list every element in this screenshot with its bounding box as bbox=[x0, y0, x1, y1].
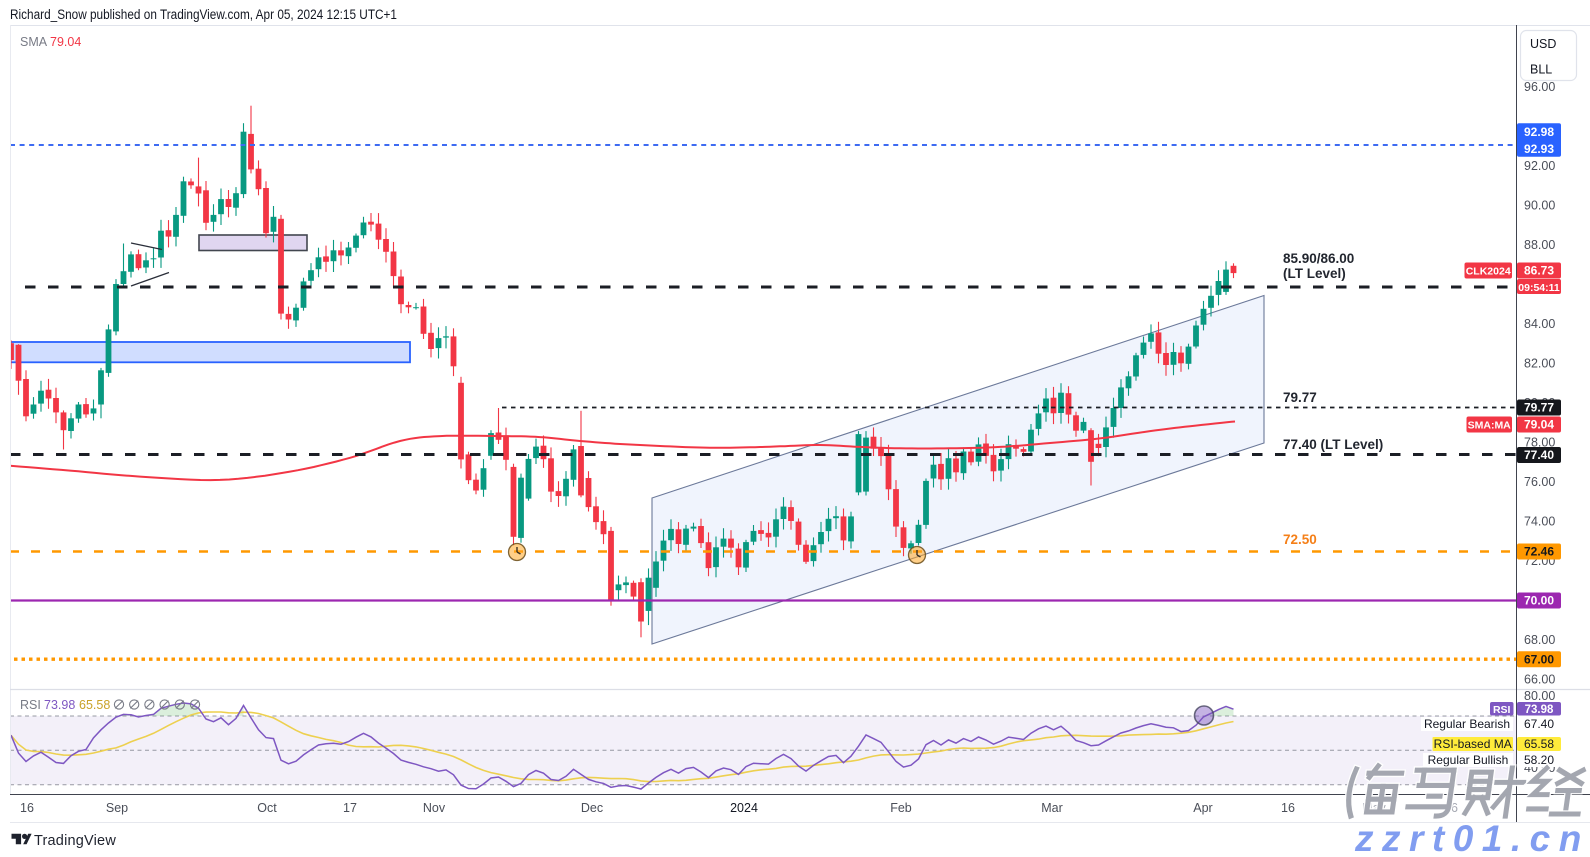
svg-text:90.00: 90.00 bbox=[1524, 198, 1555, 212]
svg-text:TradingView: TradingView bbox=[34, 833, 116, 849]
svg-text:Dec: Dec bbox=[581, 801, 603, 815]
svg-text:Regular Bearish: Regular Bearish bbox=[1424, 717, 1510, 731]
svg-text:85.90/86.00: 85.90/86.00 bbox=[1283, 251, 1354, 266]
svg-text:16: 16 bbox=[1281, 801, 1295, 815]
svg-text:79.77: 79.77 bbox=[1283, 390, 1317, 405]
svg-text:72.50: 72.50 bbox=[1283, 532, 1317, 547]
svg-text:74.00: 74.00 bbox=[1524, 514, 1555, 528]
svg-text:66.00: 66.00 bbox=[1524, 672, 1555, 686]
svg-text:92.93: 92.93 bbox=[1524, 142, 1554, 156]
svg-text:Richard_Snow published on Trad: Richard_Snow published on TradingView.co… bbox=[10, 7, 397, 22]
svg-text:17: 17 bbox=[343, 801, 357, 815]
svg-text:16: 16 bbox=[20, 801, 34, 815]
svg-text:67.00: 67.00 bbox=[1524, 652, 1554, 666]
svg-text:RSI-based MA: RSI-based MA bbox=[1434, 737, 1512, 751]
svg-text:Regular Bullish: Regular Bullish bbox=[1428, 753, 1509, 767]
svg-text:65.58: 65.58 bbox=[79, 698, 110, 712]
svg-text:73.98: 73.98 bbox=[1525, 704, 1554, 716]
svg-text:82.00: 82.00 bbox=[1524, 356, 1555, 370]
svg-text:RSI: RSI bbox=[20, 698, 41, 712]
svg-text:77.40: 77.40 bbox=[1524, 448, 1554, 462]
svg-text:CLK2024: CLK2024 bbox=[1466, 266, 1511, 278]
svg-text:Oct: Oct bbox=[257, 801, 277, 815]
svg-text:86.73: 86.73 bbox=[1524, 264, 1554, 278]
svg-text:USD: USD bbox=[1530, 37, 1556, 51]
svg-text:79.04: 79.04 bbox=[50, 35, 81, 49]
svg-text:92.98: 92.98 bbox=[1524, 125, 1554, 139]
svg-text:77.40 (LT Level): 77.40 (LT Level) bbox=[1283, 437, 1383, 452]
svg-text:73.98: 73.98 bbox=[44, 698, 75, 712]
svg-text:88.00: 88.00 bbox=[1524, 238, 1555, 252]
svg-text:58.20: 58.20 bbox=[1524, 753, 1554, 767]
svg-text:70.00: 70.00 bbox=[1524, 594, 1554, 608]
svg-text:92.00: 92.00 bbox=[1524, 159, 1555, 173]
svg-text:67.40: 67.40 bbox=[1524, 717, 1554, 731]
svg-text:68.00: 68.00 bbox=[1524, 633, 1555, 647]
svg-text:79.77: 79.77 bbox=[1524, 401, 1554, 415]
svg-text:zzrt01.cn: zzrt01.cn bbox=[1354, 818, 1590, 857]
svg-text:76.00: 76.00 bbox=[1524, 475, 1555, 489]
svg-text:09:54:11: 09:54:11 bbox=[1518, 282, 1560, 294]
svg-text:2024: 2024 bbox=[730, 801, 758, 815]
svg-text:84.00: 84.00 bbox=[1524, 317, 1555, 331]
svg-text:79.04: 79.04 bbox=[1524, 418, 1554, 432]
svg-text:SMA: SMA bbox=[20, 35, 48, 49]
svg-text:65.58: 65.58 bbox=[1524, 737, 1554, 751]
svg-text:(LT Level): (LT Level) bbox=[1283, 266, 1346, 281]
svg-text:72.46: 72.46 bbox=[1524, 545, 1554, 559]
svg-text:Nov: Nov bbox=[423, 801, 446, 815]
svg-text:SMA:MA: SMA:MA bbox=[1468, 420, 1512, 432]
svg-text:Feb: Feb bbox=[890, 801, 912, 815]
svg-text:80.00: 80.00 bbox=[1524, 689, 1555, 703]
svg-text:BLL: BLL bbox=[1530, 63, 1552, 77]
svg-text:96.00: 96.00 bbox=[1524, 80, 1555, 94]
svg-text:RSI: RSI bbox=[1493, 704, 1511, 716]
svg-text:Mar: Mar bbox=[1041, 801, 1063, 815]
svg-text:Sep: Sep bbox=[106, 801, 128, 815]
svg-text:Apr: Apr bbox=[1193, 801, 1212, 815]
svg-text:78.00: 78.00 bbox=[1524, 435, 1555, 449]
